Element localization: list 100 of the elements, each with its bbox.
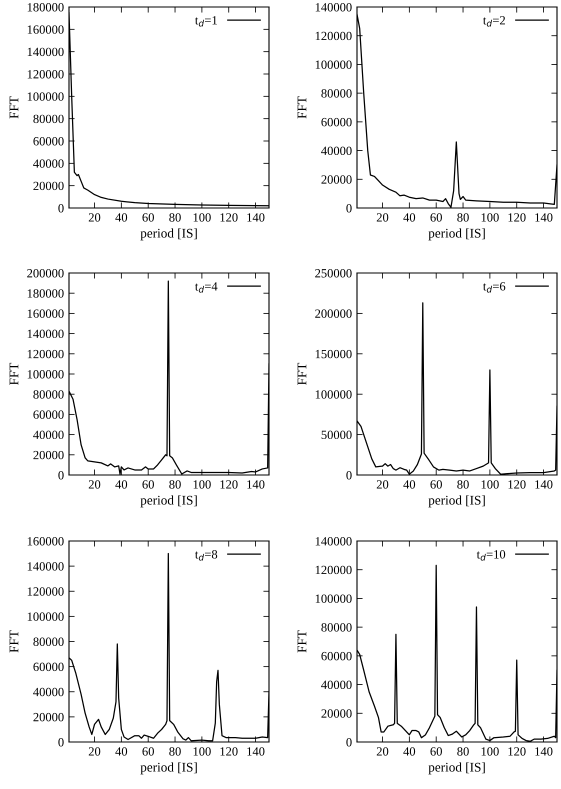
x-tick-label: 100 — [194, 747, 211, 756]
y-tick-label: 100000 — [316, 60, 352, 69]
x-axis-title: period [IS] — [140, 228, 197, 240]
y-tick-label: 200000 — [27, 269, 64, 278]
x-tick-label: 40 — [115, 213, 128, 222]
y-tick-label: 160000 — [28, 25, 64, 34]
y-tick-label: 60000 — [321, 118, 352, 126]
y-tick-label: 120000 — [316, 32, 352, 40]
legend-label: t$_{d}$=2 — [483, 16, 505, 27]
x-tick-label: 100 — [482, 213, 499, 222]
x-tick-label: 140 — [535, 213, 552, 222]
legend-label: t$_{d}$=6 — [483, 282, 506, 293]
y-tick-label: 250000 — [315, 269, 352, 278]
x-tick-label: 120 — [508, 480, 526, 489]
y-tick-label: 20000 — [33, 450, 64, 460]
x-tick-label: 20 — [376, 480, 388, 489]
x-tick-label: 40 — [403, 480, 416, 489]
legend-label: t$_{d}$=1 — [195, 16, 217, 27]
y-tick-label: 120000 — [28, 350, 64, 358]
x-tick-label: 20 — [376, 213, 388, 222]
x-axis-title: period [IS] — [428, 495, 485, 508]
y-axis-title: FFT — [298, 630, 306, 652]
x-tick-label: 20 — [88, 747, 100, 756]
x-tick-label: 120 — [220, 213, 238, 222]
x-tick-label: 80 — [457, 747, 469, 756]
y-tick-label: 120000 — [28, 70, 64, 78]
y-tick-label: 20000 — [33, 182, 64, 190]
y-tick-label: 60000 — [321, 652, 352, 660]
x-tick-label: 80 — [457, 213, 469, 222]
y-tick-label: 40000 — [33, 688, 64, 696]
y-tick-label: 40000 — [33, 159, 64, 168]
x-tick-label: 40 — [403, 213, 416, 222]
x-tick-label: 100 — [194, 213, 211, 222]
y-tick-label: 80000 — [33, 638, 64, 646]
y-tick-label: 20000 — [33, 712, 64, 722]
y-tick-label: 120000 — [316, 566, 352, 574]
x-tick-label: 80 — [169, 480, 181, 489]
legend-label: t$_{d}$=10 — [476, 550, 506, 561]
y-tick-label: 0 — [58, 738, 64, 746]
y-tick-label: 200000 — [315, 309, 352, 318]
y-tick-label: 20000 — [321, 175, 352, 184]
y-tick-label: 50000 — [322, 430, 352, 440]
y-tick-label: 100000 — [28, 92, 64, 101]
y-tick-label: 160000 — [28, 537, 64, 546]
x-tick-label: 120 — [220, 747, 238, 756]
y-tick-label: 120000 — [28, 587, 64, 596]
y-tick-label: 100000 — [316, 594, 352, 603]
x-tick-label: 140 — [535, 747, 552, 756]
y-tick-label: 140000 — [316, 537, 352, 546]
x-tick-label: 100 — [482, 480, 499, 489]
x-axis-title: period [IS] — [140, 762, 197, 774]
x-tick-label: 20 — [88, 213, 100, 222]
x-axis-title: period [IS] — [428, 228, 485, 240]
y-axis-title: FFT — [10, 630, 18, 652]
x-tick-label: 80 — [169, 213, 181, 222]
x-axis-title: period [IS] — [428, 762, 485, 774]
x-tick-label: 140 — [247, 747, 264, 756]
y-tick-label: 180000 — [28, 289, 64, 298]
y-tick-label: 20000 — [321, 709, 352, 718]
y-axis-title: FFT — [298, 96, 306, 118]
x-tick-label: 140 — [247, 213, 264, 222]
y-tick-label: 140000 — [28, 48, 64, 56]
y-axis-title: FFT — [10, 96, 18, 118]
y-tick-label: 80000 — [321, 623, 352, 632]
y-tick-label: 180000 — [28, 3, 64, 12]
x-tick-label: 100 — [194, 480, 211, 489]
x-tick-label: 20 — [88, 480, 100, 489]
y-tick-label: 140000 — [28, 330, 64, 338]
x-tick-label: 60 — [430, 480, 442, 489]
x-tick-label: 40 — [403, 747, 416, 756]
x-tick-label: 140 — [535, 480, 552, 489]
y-tick-label: 0 — [58, 471, 64, 480]
x-tick-label: 120 — [508, 213, 526, 222]
x-tick-label: 40 — [115, 480, 128, 489]
x-tick-label: 40 — [115, 747, 128, 756]
y-tick-label: 40000 — [33, 430, 64, 440]
y-tick-label: 40000 — [321, 146, 352, 156]
y-tick-label: 100000 — [28, 612, 64, 621]
x-tick-label: 60 — [142, 747, 154, 756]
x-tick-label: 60 — [142, 213, 154, 222]
x-tick-label: 60 — [142, 480, 154, 489]
legend-label: t$_{d}$=8 — [195, 550, 218, 561]
y-axis-title: FFT — [10, 362, 18, 385]
x-tick-label: 80 — [169, 747, 181, 756]
y-tick-label: 160000 — [28, 309, 64, 318]
y-tick-label: 80000 — [33, 114, 64, 124]
y-tick-label: 140000 — [28, 562, 64, 571]
legend-label: t$_{d}$=4 — [195, 282, 218, 293]
y-tick-label: 100000 — [28, 370, 64, 378]
x-tick-label: 100 — [482, 747, 499, 756]
y-tick-label: 100000 — [316, 390, 352, 399]
y-tick-label: 150000 — [316, 350, 352, 358]
y-tick-label: 80000 — [321, 89, 352, 98]
x-tick-label: 140 — [247, 480, 264, 489]
x-tick-label: 120 — [220, 480, 238, 489]
y-tick-label: 60000 — [33, 137, 64, 146]
y-tick-label: 0 — [346, 471, 352, 480]
x-tick-label: 80 — [457, 480, 469, 489]
y-tick-label: 0 — [346, 738, 352, 746]
y-tick-label: 0 — [58, 204, 64, 212]
